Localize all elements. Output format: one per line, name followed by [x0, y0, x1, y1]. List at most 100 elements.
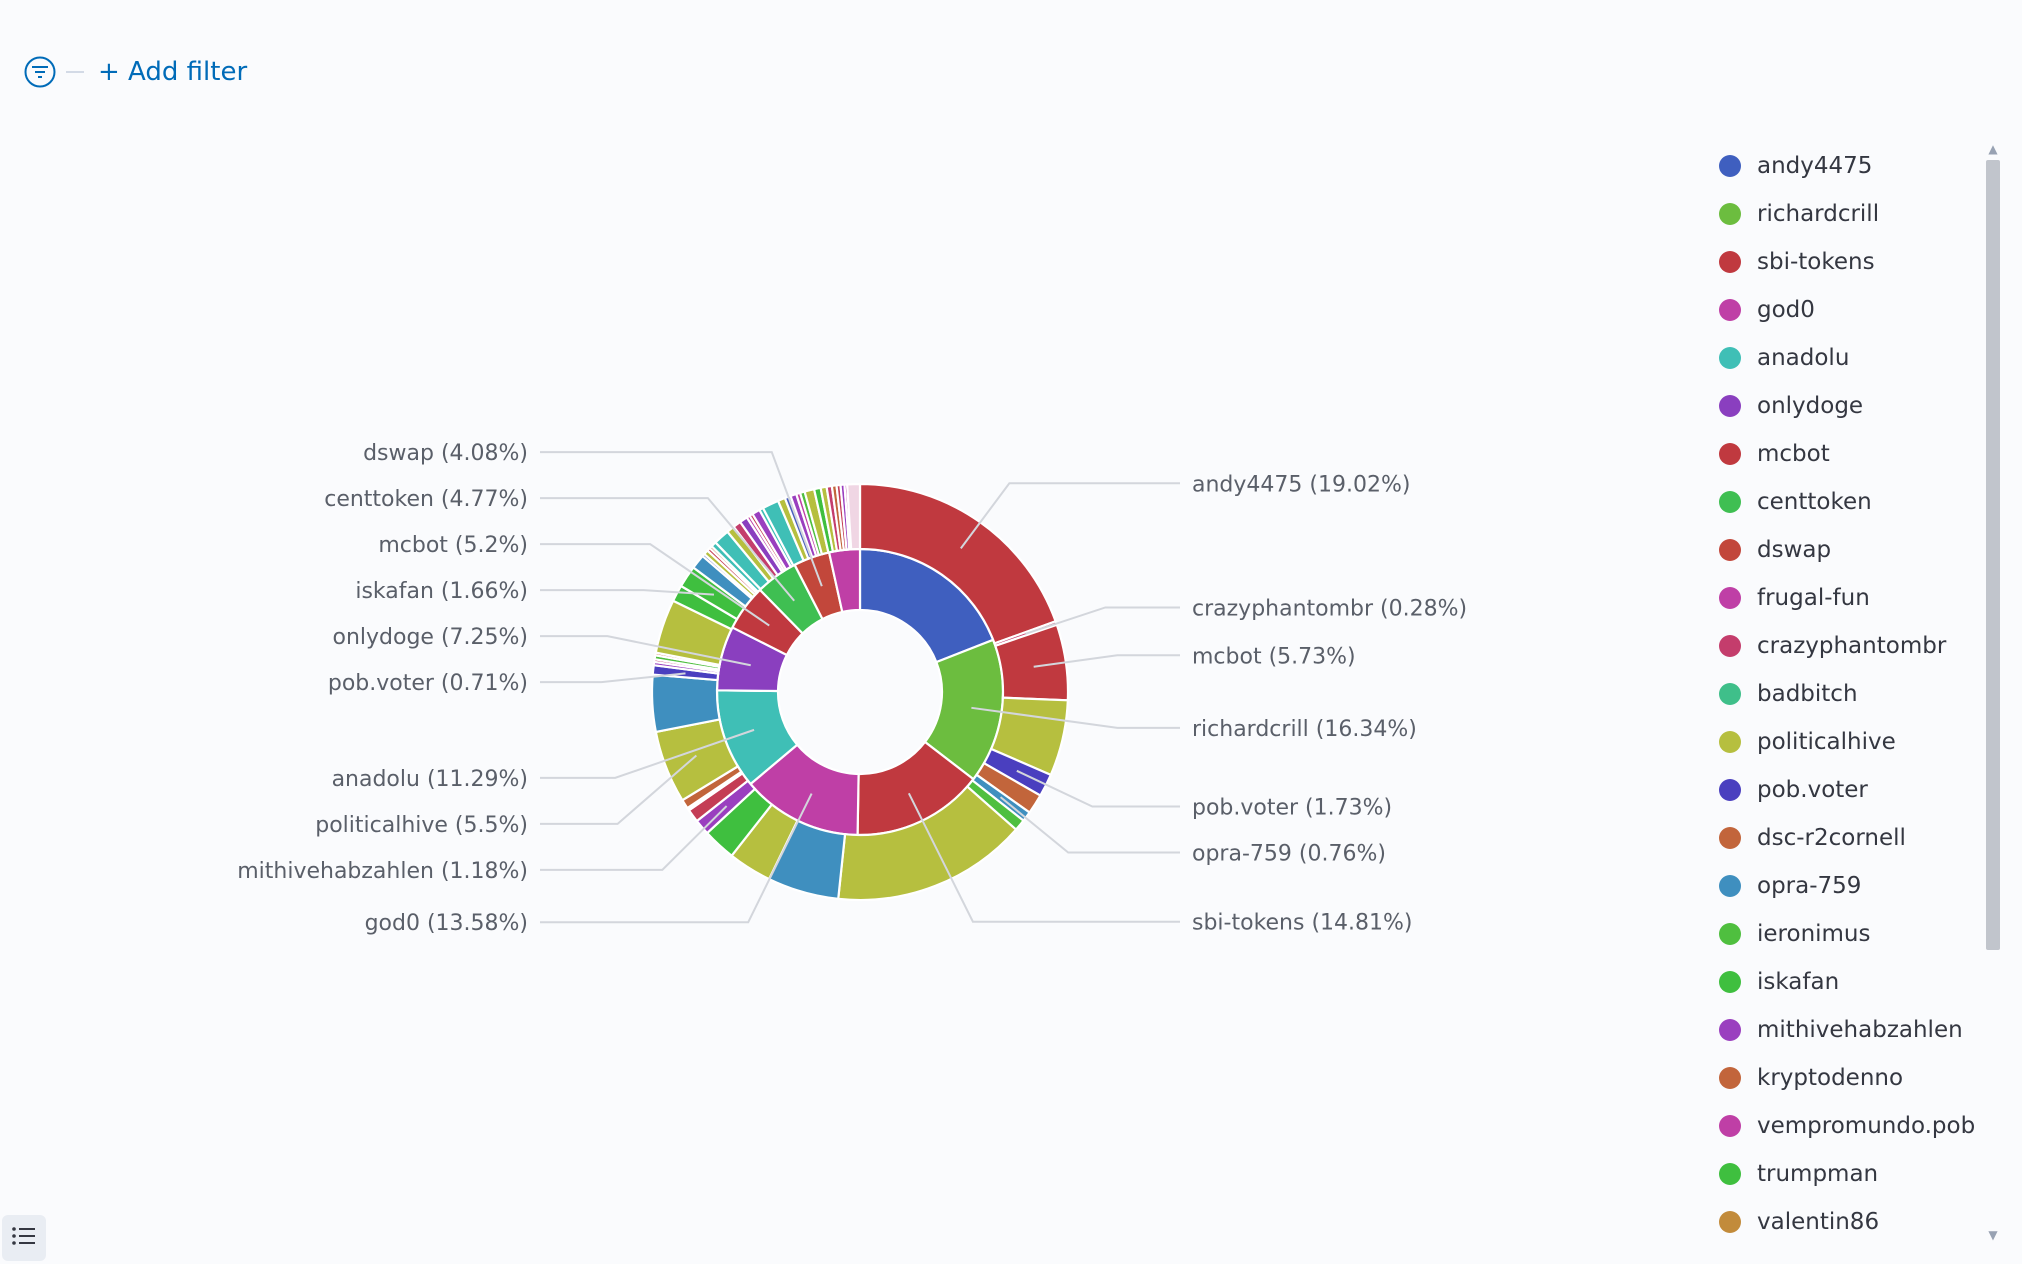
legend-label: vempromundo.pob: [1757, 1113, 1976, 1139]
legend-swatch: [1719, 491, 1741, 513]
legend-item[interactable]: politicalhive: [1715, 718, 1995, 766]
legend-item[interactable]: onlydoge: [1715, 382, 1995, 430]
legend-item[interactable]: dswap: [1715, 526, 1995, 574]
legend-swatch: [1719, 1115, 1741, 1137]
legend-item[interactable]: ieronimus: [1715, 910, 1995, 958]
legend-label: mithivehabzahlen: [1757, 1017, 1963, 1043]
legend-item[interactable]: sbi-tokens: [1715, 238, 1995, 286]
slice-label: centtoken (4.77%): [324, 487, 528, 512]
legend-label: kryptodenno: [1757, 1065, 1904, 1091]
legend-label: dsc-r2cornell: [1757, 825, 1906, 851]
legend-label: trumpman: [1757, 1161, 1879, 1187]
callout-leader-line: [540, 754, 698, 825]
callout-leader-line: [540, 635, 751, 667]
add-filter-button[interactable]: + Add filter: [98, 57, 248, 87]
legend-label: sbi-tokens: [1757, 249, 1875, 275]
slice-label: onlydoge (7.25%): [332, 625, 528, 650]
slice-label: anadolu (11.29%): [332, 767, 528, 792]
legend-swatch: [1719, 443, 1741, 465]
scroll-down-arrow[interactable]: ▼: [1988, 1228, 1998, 1242]
legend-label: crazyphantombr: [1757, 633, 1947, 659]
slice-label: iskafan (1.66%): [355, 579, 528, 604]
legend-label: badbitch: [1757, 681, 1858, 707]
donut-chart: andy4475 (19.02%) crazyphantombr (0.28%) m…: [237, 441, 1467, 936]
callout-leader-line: [540, 451, 823, 587]
legend-swatch: [1719, 635, 1741, 657]
legend-item[interactable]: mithivehabzahlen: [1715, 1006, 1995, 1054]
legend-label: politicalhive: [1757, 729, 1896, 755]
legend-swatch: [1719, 971, 1741, 993]
legend-label: god0: [1757, 297, 1815, 323]
legend-label: andy4475: [1757, 153, 1873, 179]
callout-leader-line: [540, 589, 715, 596]
slice-label: politicalhive (5.5%): [315, 813, 528, 838]
callout-leader-line: [540, 805, 728, 871]
legend-item[interactable]: opra-759: [1715, 862, 1995, 910]
legend-item[interactable]: centtoken: [1715, 478, 1995, 526]
legend-label: anadolu: [1757, 345, 1850, 371]
filter-bar: + Add filter: [22, 52, 247, 92]
chart-legend: andy4475 richardcrill sbi-tokens god0 anadol…: [1715, 142, 1995, 1242]
slice-label: mcbot (5.73%): [1192, 644, 1356, 669]
legend-item[interactable]: mcbot: [1715, 430, 1995, 478]
filter-separator: [66, 71, 84, 73]
legend-item[interactable]: dsc-r2cornell: [1715, 814, 1995, 862]
legend-item[interactable]: frugal-fun: [1715, 574, 1995, 622]
callout-leader-line: [907, 792, 1180, 923]
list-icon: [11, 1225, 37, 1251]
legend-item[interactable]: badbitch: [1715, 670, 1995, 718]
legend-item[interactable]: crazyphantombr: [1715, 622, 1995, 670]
callout-leader-line: [999, 796, 1180, 854]
legend-swatch: [1719, 683, 1741, 705]
legend-item[interactable]: richardcrill: [1715, 190, 1995, 238]
callout-leader-line: [540, 672, 686, 684]
legend-swatch: [1719, 155, 1741, 177]
legend-item[interactable]: god0: [1715, 286, 1995, 334]
slice-label: richardcrill (16.34%): [1192, 717, 1417, 742]
legend-scrollbar-thumb[interactable]: [1986, 160, 2000, 950]
legend-swatch: [1719, 395, 1741, 417]
legend-label: valentin86: [1757, 1209, 1880, 1235]
legend-swatch: [1719, 1067, 1741, 1089]
legend-item[interactable]: anadolu: [1715, 334, 1995, 382]
slice-label: pob.voter (1.73%): [1192, 795, 1392, 820]
legend-label: iskafan: [1757, 969, 1840, 995]
legend-item[interactable]: pob.voter: [1715, 766, 1995, 814]
slice-label: opra-759 (0.76%): [1192, 841, 1386, 866]
outer-ring-slice[interactable]: [845, 482, 862, 551]
legend-item[interactable]: trumpman: [1715, 1150, 1995, 1198]
legend-swatch: [1719, 539, 1741, 561]
legend-label: onlydoge: [1757, 393, 1864, 419]
legend-label: richardcrill: [1757, 201, 1880, 227]
legend-swatch: [1719, 1211, 1741, 1233]
slice-label: pob.voter (0.71%): [328, 671, 528, 696]
legend-swatch: [1719, 827, 1741, 849]
legend-label: pob.voter: [1757, 777, 1868, 803]
legend-label: mcbot: [1757, 441, 1830, 467]
legend-label: dswap: [1757, 537, 1832, 563]
legend-swatch: [1719, 1019, 1741, 1041]
callout-leader-line: [1025, 606, 1180, 635]
legend-label: centtoken: [1757, 489, 1872, 515]
callout-leader-line: [540, 543, 770, 627]
legend-swatch: [1719, 347, 1741, 369]
legend-item[interactable]: andy4475: [1715, 142, 1995, 190]
legend-swatch: [1719, 587, 1741, 609]
legend-item[interactable]: valentin86: [1715, 1198, 1995, 1242]
slice-label: mcbot (5.2%): [378, 533, 528, 558]
slice-label: mithivehabzahlen (1.18%): [237, 859, 528, 884]
slice-label: sbi-tokens (14.81%): [1192, 911, 1413, 936]
legend-item[interactable]: kryptodenno: [1715, 1054, 1995, 1102]
scroll-up-arrow[interactable]: ▲: [1988, 142, 1998, 156]
legend-swatch: [1719, 1163, 1741, 1185]
legend-item[interactable]: vempromundo.pob: [1715, 1102, 1995, 1150]
legend-item[interactable]: iskafan: [1715, 958, 1995, 1006]
toggle-legend-list-button[interactable]: [2, 1215, 46, 1261]
callout-leader-line: [960, 482, 1180, 549]
callout-leader-line: [1016, 769, 1180, 808]
legend-swatch: [1719, 299, 1741, 321]
slice-label: crazyphantombr (0.28%): [1192, 596, 1467, 621]
legend-swatch: [1719, 203, 1741, 225]
callout-leader-line: [1033, 654, 1180, 668]
filter-icon[interactable]: [22, 54, 58, 90]
